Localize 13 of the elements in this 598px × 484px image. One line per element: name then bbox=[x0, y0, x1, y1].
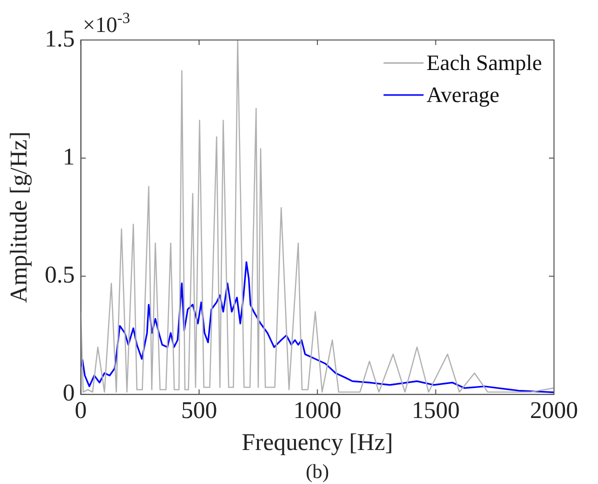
x-tick-label: 1500 bbox=[412, 398, 460, 424]
x-tick-label: 1000 bbox=[293, 398, 342, 424]
legend-label: Average bbox=[426, 82, 500, 107]
x-tick-label: 2000 bbox=[530, 398, 578, 424]
y-tick-label: 0.5 bbox=[44, 262, 75, 289]
legend-label: Each Sample bbox=[426, 50, 542, 75]
text: (b) bbox=[306, 461, 330, 483]
y-axis-title: Amplitude [g/Hz] bbox=[6, 132, 33, 303]
y-tick-label: 0 bbox=[62, 380, 75, 407]
x-tick-label: 500 bbox=[181, 398, 218, 424]
y-tick-label: 1.5 bbox=[44, 26, 75, 52]
x-axis-title: Frequency [Hz] bbox=[242, 430, 394, 456]
y-tick-label: 1 bbox=[62, 144, 75, 170]
